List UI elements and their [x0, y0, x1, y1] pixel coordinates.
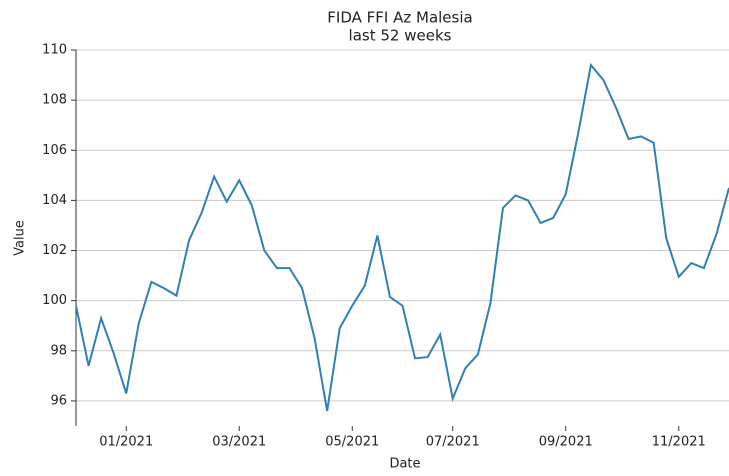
line-series [76, 62, 729, 412]
y-tick-label: 110 [42, 43, 67, 58]
x-tick-label: 01/2021 [99, 435, 153, 450]
x-tick-label: 03/2021 [212, 435, 266, 450]
y-axis-label: Value [13, 220, 28, 256]
y-tick-label: 106 [42, 143, 67, 158]
chart-subtitle: last 52 weeks [349, 27, 452, 45]
y-tick-label: 100 [42, 293, 67, 308]
x-tick-label: 07/2021 [426, 435, 480, 450]
x-tick-label: 09/2021 [539, 435, 593, 450]
y-tick-label: 104 [42, 193, 67, 208]
x-tick-label: 05/2021 [325, 435, 379, 450]
y-tick-label: 102 [42, 243, 67, 258]
y-tick-label: 108 [42, 93, 67, 108]
y-tick-label: 98 [50, 343, 67, 358]
x-axis-label: Date [389, 457, 420, 472]
chart-title: FIDA FFI Az Malesia [327, 9, 472, 27]
x-tick-label: 11/2021 [652, 435, 706, 450]
y-tick-label: 96 [50, 393, 67, 408]
